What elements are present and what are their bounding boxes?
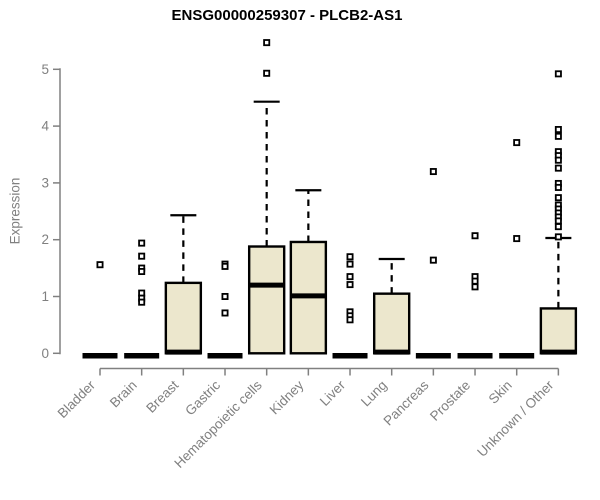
outlier-point (554, 126, 562, 134)
x-tick-label: Breast (143, 377, 181, 415)
outlier-point (471, 283, 479, 291)
box-kidney (289, 189, 328, 355)
x-tick-label: Skin (486, 378, 515, 407)
outlier-point (346, 260, 354, 268)
outlier-point (346, 316, 354, 324)
outlier-point (554, 194, 562, 202)
x-tick-label: Pancreas (381, 377, 432, 428)
iqr-box (247, 245, 286, 355)
x-tick-label: Kidney (267, 377, 307, 417)
outlier-point (471, 232, 479, 240)
outlier-point (554, 233, 562, 241)
box-gastric (207, 260, 243, 359)
y-tick-label: 3 (41, 175, 49, 190)
x-tick-label: Gastric (182, 377, 223, 418)
outlier-point (554, 183, 562, 191)
iqr-box (164, 281, 203, 355)
chart-title: ENSG00000259307 - PLCB2-AS1 (171, 7, 403, 24)
y-tick-label: 2 (41, 232, 49, 247)
x-tick-label: Unknown / Other (474, 377, 557, 460)
outlier-point (554, 217, 562, 225)
outlier-point (138, 298, 146, 306)
outlier-point (346, 253, 354, 261)
outlier-point (221, 292, 229, 300)
x-tick-label: Lung (358, 378, 390, 410)
y-axis: 0 1 2 3 4 5 (41, 62, 61, 361)
x-tick-label: Liver (317, 377, 349, 409)
box-pancreas (415, 168, 451, 359)
box-prostate (457, 232, 493, 359)
outlier-point (429, 256, 437, 264)
box-lung (372, 257, 411, 355)
box-unknown-other (539, 70, 578, 355)
iqr-box (539, 307, 578, 355)
y-tick-label: 4 (41, 119, 49, 134)
box-breast (164, 214, 203, 355)
outlier-point (138, 239, 146, 247)
outlier-point (221, 309, 229, 317)
box-hematopoietic-cells (247, 39, 286, 355)
y-tick-label: 0 (41, 346, 49, 361)
outlier-point (471, 277, 479, 285)
outlier-point (346, 281, 354, 289)
y-tick-label: 1 (41, 289, 49, 304)
outlier-point (346, 273, 354, 281)
outlier-point (513, 235, 521, 243)
outlier-point (96, 261, 104, 269)
x-tick-label: Bladder (55, 377, 99, 421)
outlier-point (138, 252, 146, 260)
outlier-point (138, 268, 146, 276)
outlier-point (513, 139, 521, 147)
box-liver (332, 253, 368, 359)
outlier-point (554, 70, 562, 78)
outlier-point (554, 132, 562, 140)
outlier-point (554, 223, 562, 231)
outlier-point (263, 69, 271, 77)
box-brain (124, 239, 160, 359)
x-tick-label: Brain (107, 378, 140, 411)
outlier-point (429, 168, 437, 176)
x-tick-label: Prostate (427, 378, 473, 424)
box-bladder (82, 261, 118, 359)
outlier-point (263, 39, 271, 47)
box-skin (499, 139, 535, 359)
outlier-point (221, 262, 229, 270)
iqr-box (372, 292, 411, 355)
outlier-point (554, 164, 562, 172)
y-tick-label: 5 (41, 62, 49, 77)
outlier-point (554, 156, 562, 164)
